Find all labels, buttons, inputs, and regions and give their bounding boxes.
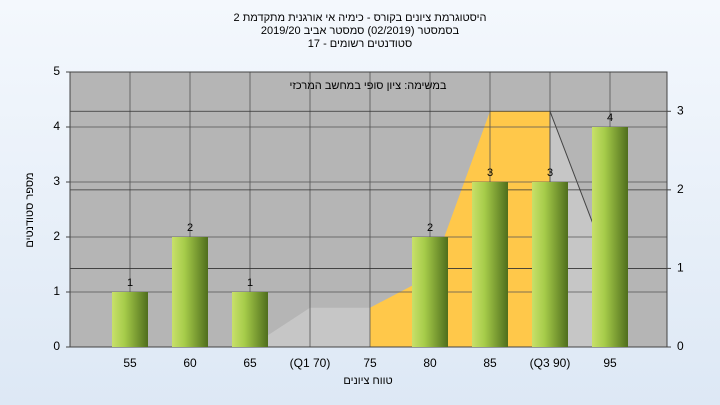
y-tick-label: 4	[53, 119, 60, 133]
x-tick-label: 60	[183, 356, 197, 370]
bar	[172, 237, 208, 347]
data-label: 1	[127, 277, 133, 289]
x-tick-label: (Q1 70)	[290, 356, 331, 370]
y-axis-label: מספר סטודנטים	[24, 172, 36, 247]
title-line: סטודנטים רשומים - 17	[308, 38, 412, 50]
plot-border	[69, 71, 668, 348]
x-tick-label: 95	[603, 356, 617, 370]
y-tick-label: 2	[53, 229, 60, 243]
y2-tick-label: 3	[677, 103, 684, 117]
data-label: 2	[187, 222, 193, 234]
data-label: 4	[607, 112, 613, 124]
y-tick-label: 3	[53, 174, 60, 188]
data-label: 1	[247, 277, 253, 289]
x-tick-label: 55	[123, 356, 137, 370]
bar	[232, 292, 268, 347]
bar	[592, 127, 628, 347]
bar	[532, 182, 568, 347]
bar	[412, 237, 448, 347]
x-tick-label: 80	[423, 356, 437, 370]
y-tick-label: 0	[53, 339, 60, 353]
data-label: 2	[427, 222, 433, 234]
title-line: היסטוגרמת ציונים בקורס - כימיה אי אורגני…	[234, 12, 487, 24]
x-axis-label: טווח ציונים	[343, 375, 392, 387]
bar	[112, 292, 148, 347]
title-line: בסמסטר (02/2019) סמסטר אביב 2019/20	[261, 25, 460, 37]
y2-tick-label: 0	[677, 339, 684, 353]
data-label: 3	[487, 167, 493, 179]
bar	[472, 182, 508, 347]
x-tick-label: (Q3 90)	[530, 356, 571, 370]
y2-tick-label: 2	[677, 182, 684, 196]
x-tick-label: 75	[363, 356, 377, 370]
y2-tick-label: 1	[677, 261, 684, 275]
y-tick-label: 1	[53, 284, 60, 298]
data-label: 3	[547, 167, 553, 179]
annotation: במשימה: ציון סופי במחשב המרכזי	[290, 80, 447, 92]
x-tick-label: 65	[243, 356, 257, 370]
x-tick-label: 85	[483, 356, 497, 370]
y-tick-label: 5	[53, 64, 60, 78]
